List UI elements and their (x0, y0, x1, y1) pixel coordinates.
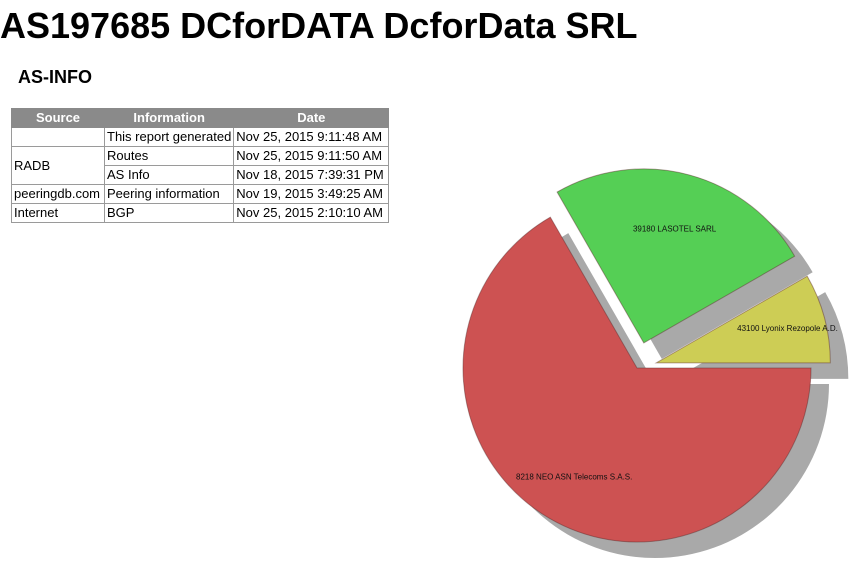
cell-source: RADB (11, 146, 105, 185)
cell-source: Internet (11, 203, 105, 223)
as-info-table: Source Information Date This report gene… (11, 108, 390, 223)
cell-information: Peering information (103, 184, 235, 204)
table-row: This report generated Nov 25, 2015 9:11:… (11, 127, 390, 147)
pie-slice-1 (556, 168, 796, 344)
table-header-row: Source Information Date (11, 108, 390, 128)
cell-date: Nov 19, 2015 3:49:25 AM (233, 184, 390, 204)
cell-date: Nov 18, 2015 7:39:31 PM (233, 165, 390, 185)
cell-information: BGP (103, 203, 235, 223)
table-row: Internet BGP Nov 25, 2015 2:10:10 AM (11, 203, 390, 223)
cell-information: Routes (103, 146, 235, 166)
cell-information: This report generated (103, 127, 235, 147)
page-title: AS197685 DCforDATA DcforData SRL (0, 5, 638, 46)
cell-date: Nov 25, 2015 2:10:10 AM (233, 203, 390, 223)
section-title: AS-INFO (18, 67, 92, 87)
header-date: Date (233, 108, 390, 128)
cell-date: Nov 25, 2015 9:11:50 AM (233, 146, 390, 166)
cell-information: AS Info (103, 165, 235, 185)
cell-date: Nov 25, 2015 9:11:48 AM (233, 127, 390, 147)
pie-chart: 8218 NEO ASN Telecoms S.A.S. 39180 LASOTE… (462, 168, 849, 559)
cell-source: peeringdb.com (11, 184, 105, 204)
table-row: peeringdb.com Peering information Nov 19… (11, 184, 390, 204)
cell-source (11, 127, 105, 147)
pie-slice-label: 8218 NEO ASN Telecoms S.A.S. (516, 472, 632, 481)
pie-slice-0 (462, 216, 812, 543)
pie-slice-label: 39180 LASOTEL SARL (633, 225, 717, 234)
header-source: Source (11, 108, 105, 128)
header-information: Information (103, 108, 235, 128)
pie-slice-label: 43100 Lyonix Rezopole A.D. (737, 324, 838, 333)
table-row: RADB Routes Nov 25, 2015 9:11:50 AM (11, 146, 390, 185)
pie-slice-2 (654, 275, 831, 364)
